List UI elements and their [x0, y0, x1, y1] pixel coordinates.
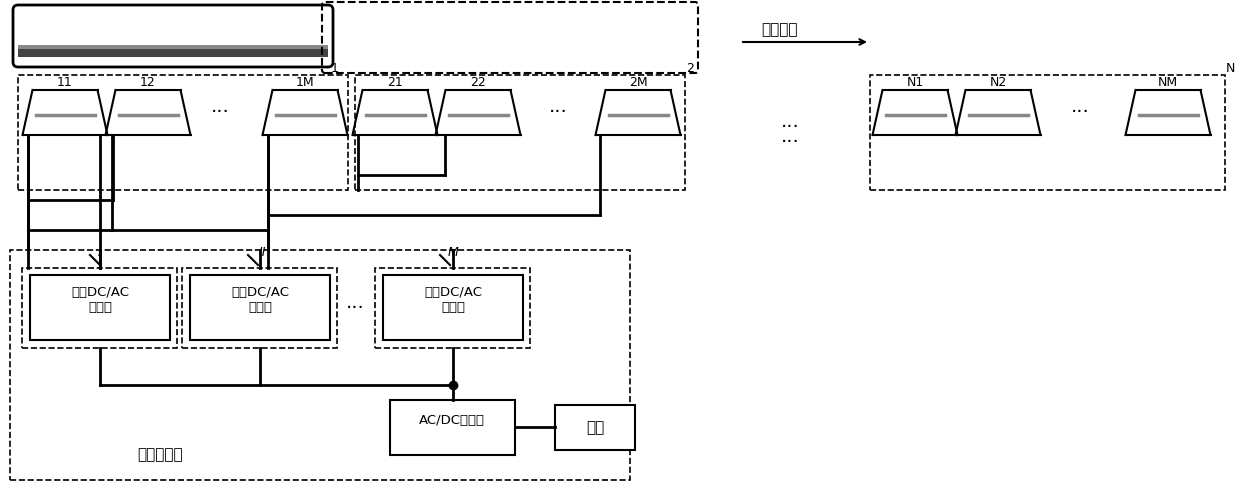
Text: ···: ··· [781, 118, 800, 137]
Text: ···: ··· [781, 133, 800, 152]
Bar [10, 250, 630, 480]
Bar [190, 275, 330, 340]
Text: II: II [258, 246, 265, 258]
Text: 12: 12 [140, 75, 156, 89]
Text: 第一DC/AC
变换器: 第一DC/AC 变换器 [71, 286, 129, 314]
Bar [182, 268, 337, 348]
Bar [19, 49, 329, 57]
Text: 前进方向: 前进方向 [761, 23, 799, 37]
Text: 第一DC/AC
变换器: 第一DC/AC 变换器 [424, 286, 482, 314]
Text: ···: ··· [548, 103, 568, 122]
Text: 1: 1 [331, 62, 339, 74]
Text: 2M: 2M [629, 75, 647, 89]
Text: 11: 11 [57, 75, 73, 89]
Text: 2: 2 [686, 62, 694, 74]
Text: ···: ··· [1070, 103, 1090, 122]
Bar [391, 400, 515, 455]
Text: N: N [1225, 62, 1235, 74]
Bar [870, 75, 1225, 190]
Text: ···: ··· [346, 299, 365, 317]
FancyBboxPatch shape [12, 5, 334, 67]
Bar [19, 75, 348, 190]
Bar [355, 75, 684, 190]
Text: 电网: 电网 [585, 421, 604, 435]
Text: M: M [448, 246, 459, 258]
Text: 第一DC/AC
变换器: 第一DC/AC 变换器 [231, 286, 289, 314]
Text: NM: NM [1158, 75, 1178, 89]
Text: AC/DC变换器: AC/DC变换器 [419, 413, 485, 427]
Text: 1M: 1M [295, 75, 314, 89]
Text: 22: 22 [470, 75, 486, 89]
Text: N2: N2 [990, 75, 1007, 89]
Bar [556, 405, 635, 450]
Text: N1: N1 [906, 75, 924, 89]
Text: ···: ··· [211, 103, 229, 122]
Text: 牵引变电所: 牵引变电所 [138, 448, 182, 462]
Text: I: I [98, 246, 102, 258]
Bar [383, 275, 523, 340]
Bar [374, 268, 529, 348]
Bar [19, 45, 329, 49]
Bar [22, 268, 177, 348]
Text: 21: 21 [387, 75, 403, 89]
Bar [30, 275, 170, 340]
